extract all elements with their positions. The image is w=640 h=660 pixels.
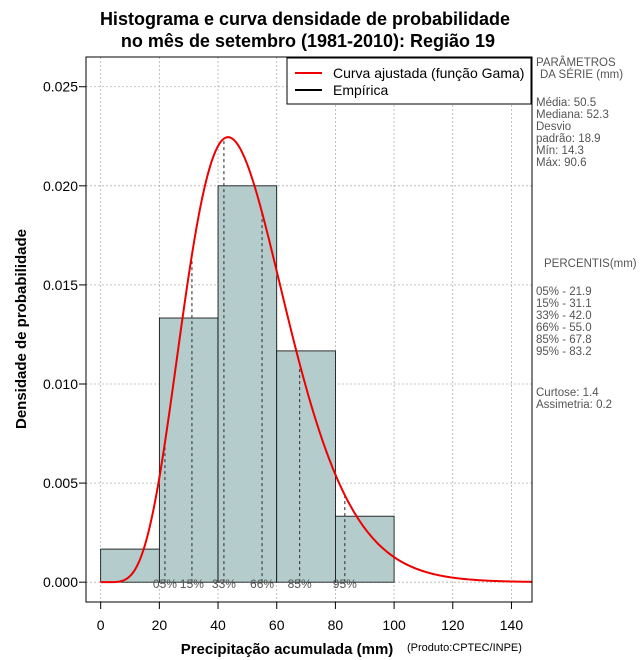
legend: Curva ajustada (função Gama) Empírica (286, 57, 532, 105)
x-axis-title: Precipitação acumulada (mm) (181, 641, 394, 658)
stat-item: Desvio (536, 121, 571, 133)
x-tick-label: 140 (500, 617, 524, 633)
histogram-bar (158, 317, 219, 583)
x-tick-label: 60 (269, 617, 285, 633)
chart-title-line1: Histograma e curva densidade de probabil… (100, 9, 510, 29)
percentil-item: 33% - 42.0 (536, 310, 592, 322)
percentile-label: 85% (288, 577, 312, 591)
percentil-item: 95% - 83.2 (536, 346, 592, 358)
legend-empirical-label: Empírica (333, 82, 388, 98)
x-tick-label: 0 (97, 617, 105, 633)
percentile-label: 33% (212, 577, 236, 591)
stat-item: Média: 50.5 (536, 97, 596, 109)
series-parameters-panel: PARÂMETROS DA SÉRIE (mm) Média: 50.5Medi… (536, 56, 637, 411)
y-tick-label: 0.020 (43, 178, 78, 194)
percentile-label: 66% (250, 577, 274, 591)
x-tick-label: 120 (441, 617, 465, 633)
y-tick-label: 0.025 (43, 79, 78, 95)
histogram-bar (217, 185, 278, 583)
gamma-curve (100, 136, 533, 584)
percentil-item: 66% - 55.0 (536, 322, 592, 334)
product-credit: (Produto:CPTEC/INPE) (407, 642, 522, 654)
histogram-bars (100, 185, 395, 583)
stat-item: padrão: 18.9 (536, 133, 601, 145)
percentil-item: 15% - 31.1 (536, 298, 592, 310)
shape-stat-item: Curtose: 1.4 (536, 387, 599, 399)
percentil-item: 85% - 67.8 (536, 334, 592, 346)
y-tick-label: 0.000 (43, 574, 78, 590)
stat-item: Mediana: 52.3 (536, 109, 609, 121)
stat-item: Máx: 90.6 (536, 157, 587, 169)
y-tick-label: 0.005 (43, 475, 78, 491)
percentile-label: 05% (153, 577, 177, 591)
stat-item: Mín: 14.3 (536, 145, 584, 157)
x-tick-label: 20 (152, 617, 168, 633)
x-tick-label: 80 (328, 617, 344, 633)
percentile-label: 95% (333, 577, 357, 591)
axes: 0 20 40 60 80 100 120 140 0.000 0.005 0.010 0.015 0.… (43, 79, 523, 633)
x-tick-label: 40 (210, 617, 226, 633)
legend-box (286, 57, 532, 105)
shape-stat-item: Assimetria: 0.2 (536, 399, 612, 411)
percentile-label: 15% (180, 577, 204, 591)
percentile-markers: 05% 15% 33% 66% 85% 95% (153, 138, 357, 591)
percentis-title: PERCENTIS(mm) (544, 258, 637, 270)
y-axis-title: Densidade de probabilidade (13, 229, 30, 429)
params-title-1: PARÂMETROS (536, 56, 616, 69)
legend-curve-label: Curva ajustada (função Gama) (333, 65, 524, 81)
percentil-item: 05% - 21.9 (536, 286, 592, 298)
x-tick-label: 100 (382, 617, 406, 633)
params-title-2: DA SÉRIE (mm) (540, 68, 623, 81)
chart-title-line2: no mês de setembro (1981-2010): Região 1… (121, 31, 495, 51)
y-tick-label: 0.010 (43, 376, 78, 392)
y-tick-label: 0.015 (43, 277, 78, 293)
fitted-curve (100, 136, 533, 584)
percentis-list: 05% - 21.915% - 31.133% - 42.066% - 55.0… (536, 286, 592, 358)
